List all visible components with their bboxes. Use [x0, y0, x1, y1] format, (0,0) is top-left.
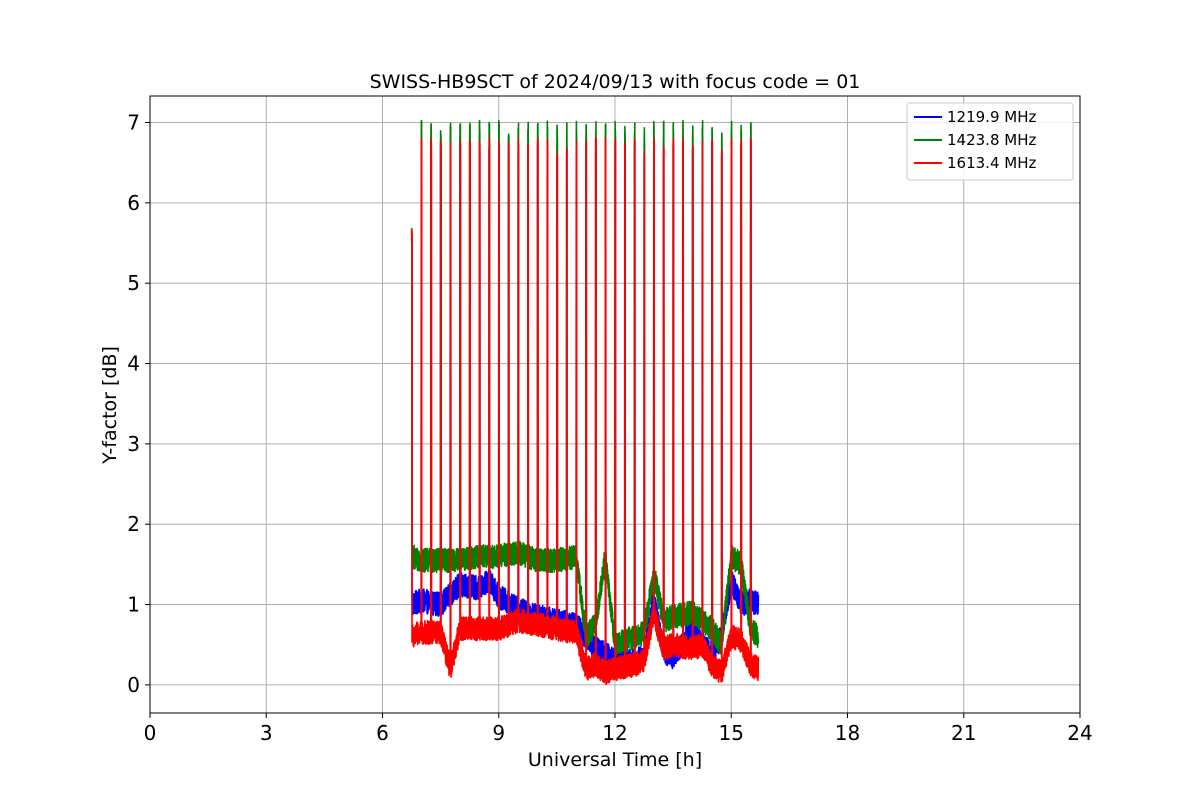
x-tick-label: 9 — [492, 721, 505, 745]
y-tick-label: 6 — [127, 191, 140, 215]
x-tick-label: 24 — [1067, 721, 1092, 745]
x-tick-label: 15 — [719, 721, 744, 745]
y-tick-label: 0 — [127, 673, 140, 697]
legend-label-series-0: 1219.9 MHz — [947, 108, 1036, 126]
legend-label-series-2: 1613.4 MHz — [947, 154, 1036, 172]
series-line-2 — [410, 137, 760, 686]
x-tick-label: 21 — [951, 721, 976, 745]
y-axis: 0 1 2 3 4 5 6 7 — [127, 111, 150, 697]
y-tick-label: 7 — [127, 111, 140, 135]
series-layer — [410, 119, 760, 686]
x-axis: 0 3 6 9 12 15 18 21 24 — [144, 713, 1093, 745]
x-tick-label: 0 — [144, 721, 157, 745]
x-tick-label: 3 — [260, 721, 273, 745]
chart-title: SWISS-HB9SCT of 2024/09/13 with focus co… — [370, 71, 861, 93]
x-axis-label: Universal Time [h] — [528, 749, 702, 771]
y-tick-label: 5 — [127, 271, 140, 295]
legend: 1219.9 MHz 1423.8 MHz 1613.4 MHz — [906, 102, 1074, 181]
x-tick-label: 18 — [835, 721, 860, 745]
y-tick-label: 1 — [127, 593, 140, 617]
y-tick-label: 2 — [127, 512, 140, 536]
legend-box — [906, 102, 1074, 181]
y-tick-label: 4 — [127, 352, 140, 376]
legend-label-series-1: 1423.8 MHz — [947, 131, 1036, 149]
x-tick-label: 6 — [376, 721, 389, 745]
y-tick-label: 3 — [127, 432, 140, 456]
y-axis-label: Y-factor [dB] — [99, 346, 121, 465]
x-tick-label: 12 — [602, 721, 627, 745]
